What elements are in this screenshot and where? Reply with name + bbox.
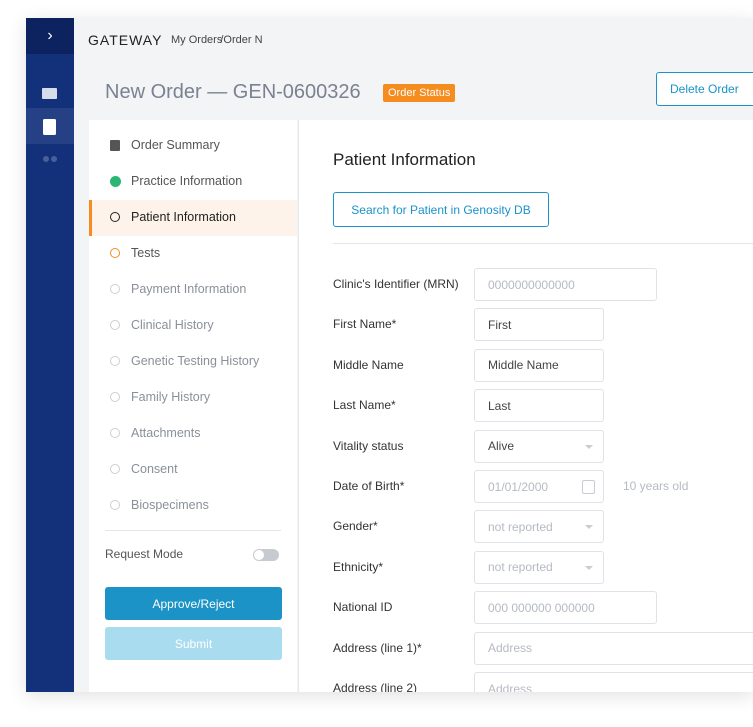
field-label: Vitality status xyxy=(333,438,404,453)
step-link[interactable]: Clinical History xyxy=(131,318,214,332)
breadcrumb-current: Order N xyxy=(223,34,263,46)
dropdown-arrow xyxy=(585,565,593,574)
field-label: Ethnicity* xyxy=(333,559,384,574)
orders-icon[interactable] xyxy=(42,88,57,99)
input[interactable]: Address xyxy=(474,631,753,665)
field-label: Date of Birth* xyxy=(333,479,405,493)
step-link[interactable]: Biospecimens xyxy=(131,498,209,512)
step-icon xyxy=(110,428,120,438)
dropdown-arrow xyxy=(585,444,593,453)
divider xyxy=(105,530,281,531)
submit-button: Submit xyxy=(105,627,282,660)
input-text: Address xyxy=(488,641,533,656)
step-link[interactable]: Practice Information xyxy=(131,174,243,188)
input[interactable]: Alive xyxy=(474,429,604,463)
input[interactable]: 01/01/2000 xyxy=(474,470,604,503)
breadcrumb: My Orders / Order N xyxy=(171,34,263,46)
input[interactable]: Last xyxy=(474,389,604,423)
input[interactable]: 0000000000000 xyxy=(474,268,657,301)
page-title: New Order — GEN-0600326 xyxy=(105,81,361,103)
step-nav: Request Mode Approve/Reject Submit Order… xyxy=(89,120,297,692)
field-label: Middle Name xyxy=(333,357,404,372)
step-icon xyxy=(110,176,121,187)
step-link[interactable]: Tests xyxy=(131,246,161,260)
main-panel: Patient Information Search for Patient i… xyxy=(298,120,753,692)
input-text: Address xyxy=(488,681,533,693)
input[interactable]: 000 000000 000000 xyxy=(474,591,657,625)
step-icon xyxy=(110,320,120,330)
input-text: 01/01/2000 xyxy=(488,479,549,494)
users-icon[interactable] xyxy=(43,156,49,162)
input[interactable]: not reported xyxy=(474,550,604,584)
request-mode-toggle[interactable] xyxy=(253,549,279,561)
input[interactable]: First xyxy=(474,308,604,342)
calendar-icon xyxy=(582,480,595,494)
sidebar: › xyxy=(26,18,74,692)
input[interactable]: Middle Name xyxy=(474,348,604,382)
section-title: Patient Information xyxy=(333,150,476,169)
input-text: Alive xyxy=(488,439,515,454)
field-label: Gender* xyxy=(333,519,378,534)
status-badge: Order Status xyxy=(383,84,456,102)
dropdown-arrow xyxy=(585,525,593,533)
step-icon xyxy=(110,284,120,294)
field-label: First Name* xyxy=(333,317,397,332)
field-label: Address (line 2) xyxy=(333,681,418,692)
step-link[interactable]: Consent xyxy=(131,462,178,476)
input[interactable]: Address xyxy=(474,672,753,692)
age-note: 10 years old xyxy=(623,479,689,493)
field-label: Last Name* xyxy=(333,398,396,413)
step-icon xyxy=(110,140,120,151)
step-icon xyxy=(110,248,120,258)
approve-button[interactable]: Approve/Reject xyxy=(105,587,282,620)
field-label: Address (line 1)* xyxy=(333,640,422,655)
step-link[interactable]: Genetic Testing History xyxy=(131,354,260,368)
field-label: National ID xyxy=(333,600,393,615)
step-link[interactable]: Attachments xyxy=(131,426,201,440)
request-mode-label: Request Mode xyxy=(105,547,184,561)
input-text: not reported xyxy=(488,560,553,575)
app-window: › GATEWAY My Orders / Order N New Order — … xyxy=(26,18,753,692)
search-button[interactable]: Search for Patient in Genosity DB xyxy=(333,192,549,227)
input-text: Last xyxy=(488,398,511,413)
input[interactable]: not reported xyxy=(474,510,604,544)
active-row xyxy=(89,200,297,236)
input-text: 000 000000 000000 xyxy=(488,600,595,615)
step-link[interactable]: Payment Information xyxy=(131,282,247,296)
field-label: Clinic's Identifier (MRN) xyxy=(333,277,459,291)
step-link[interactable]: Order Summary xyxy=(131,138,220,152)
expand-button[interactable]: › xyxy=(26,18,74,54)
input-text: First xyxy=(488,317,512,332)
step-icon xyxy=(110,392,120,402)
breadcrumb-separator: / xyxy=(220,34,224,46)
input-text: Middle Name xyxy=(488,358,559,373)
brand: GATEWAY xyxy=(88,32,163,48)
step-icon xyxy=(110,500,120,510)
input-text: 0000000000000 xyxy=(488,277,575,292)
users-icon xyxy=(51,156,57,162)
step-icon xyxy=(110,212,120,222)
input-text: not reported xyxy=(488,519,553,534)
divider xyxy=(333,243,753,244)
step-icon xyxy=(110,464,120,474)
sidebar-icons xyxy=(26,88,74,162)
delete-button[interactable]: Delete Order xyxy=(656,72,753,106)
step-link[interactable]: Patient Information xyxy=(131,210,236,224)
step-icon xyxy=(110,356,120,366)
step-link[interactable]: Family History xyxy=(131,390,211,404)
breadcrumb-link[interactable]: My Orders xyxy=(171,34,223,46)
clipboard-icon[interactable] xyxy=(43,119,56,135)
